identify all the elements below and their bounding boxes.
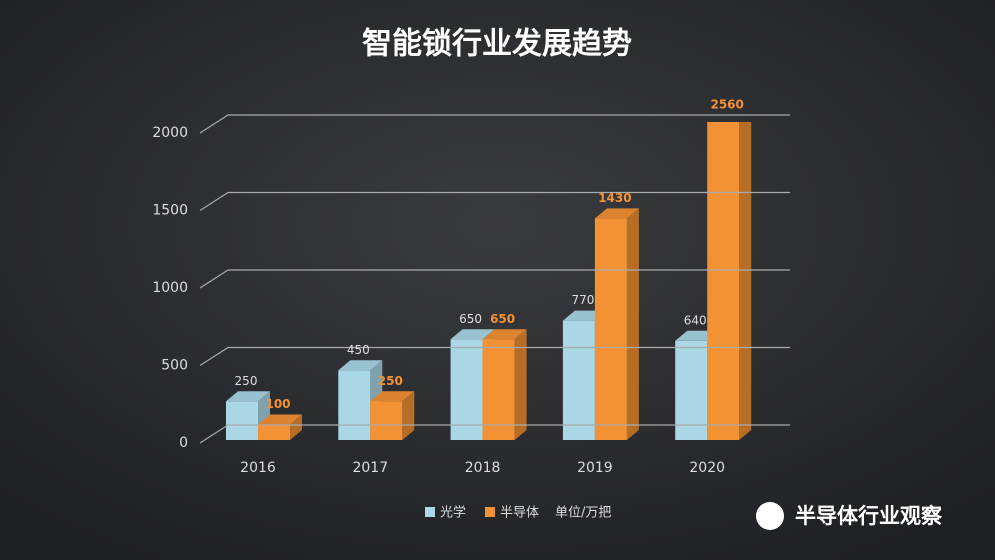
bar-front bbox=[450, 339, 483, 440]
chart-title: 智能锁行业发展趋势 bbox=[362, 27, 632, 62]
watermark-icon bbox=[756, 502, 784, 530]
bar-top bbox=[258, 414, 302, 425]
bar-front bbox=[226, 401, 258, 440]
value-label: 770 bbox=[571, 293, 594, 307]
bar bbox=[482, 329, 527, 440]
legend-label: 半导体 bbox=[500, 506, 539, 521]
bar bbox=[258, 414, 302, 440]
bar bbox=[707, 122, 752, 440]
bar-top bbox=[594, 208, 639, 219]
value-label: 650 bbox=[459, 312, 482, 326]
bar-side bbox=[290, 414, 302, 440]
bar-front bbox=[338, 370, 371, 440]
bar-top bbox=[338, 360, 383, 371]
bar-side bbox=[402, 391, 415, 440]
y-tick-label: 500 bbox=[161, 358, 188, 374]
bar-front bbox=[562, 320, 595, 440]
plot bbox=[226, 122, 752, 440]
x-tick-label: 2017 bbox=[352, 460, 388, 476]
value-label: 100 bbox=[265, 397, 290, 411]
bar-front bbox=[370, 401, 403, 440]
y-tick-label: 1500 bbox=[152, 203, 188, 219]
y-tick-label: 1000 bbox=[152, 280, 188, 296]
grid-line bbox=[199, 424, 790, 444]
value-label: 450 bbox=[347, 343, 370, 357]
bar-front bbox=[594, 218, 627, 440]
x-tick-label: 2019 bbox=[577, 460, 613, 476]
legend-swatch bbox=[485, 507, 495, 517]
bar-front bbox=[482, 339, 515, 440]
bar-top bbox=[370, 391, 415, 402]
value-label: 2560 bbox=[710, 98, 743, 112]
value-label: 640 bbox=[684, 313, 707, 327]
x-tick-label: 2020 bbox=[689, 460, 725, 476]
value-label: 250 bbox=[235, 374, 258, 388]
value-label: 250 bbox=[378, 374, 403, 388]
bar-top bbox=[482, 329, 527, 340]
bar-front bbox=[675, 340, 708, 440]
grid-line bbox=[199, 191, 790, 212]
bar bbox=[370, 391, 415, 440]
grid-line bbox=[199, 269, 790, 289]
watermark: 半导体行业观察 bbox=[756, 502, 943, 530]
x-tick-label: 2018 bbox=[465, 460, 501, 476]
y-tick-label: 0 bbox=[179, 435, 188, 451]
bar-side bbox=[514, 329, 527, 440]
value-label: 650 bbox=[490, 312, 515, 326]
grid-line bbox=[199, 114, 790, 134]
bar-side bbox=[739, 122, 752, 440]
bar bbox=[594, 208, 639, 440]
x-tick-label: 2016 bbox=[240, 460, 276, 476]
bar-top bbox=[226, 391, 270, 402]
bar-side bbox=[626, 208, 639, 440]
legend-label: 光学 bbox=[440, 505, 466, 521]
bar-front bbox=[707, 122, 740, 440]
legend-swatch bbox=[425, 507, 435, 517]
bar-front bbox=[258, 424, 290, 440]
grid-line bbox=[199, 346, 790, 367]
unit-label: 单位/万把 bbox=[555, 506, 611, 521]
watermark-text: 半导体行业观察 bbox=[795, 504, 943, 528]
value-label: 1430 bbox=[598, 191, 631, 205]
bar-top bbox=[450, 329, 495, 340]
y-tick-label: 2000 bbox=[152, 125, 188, 141]
